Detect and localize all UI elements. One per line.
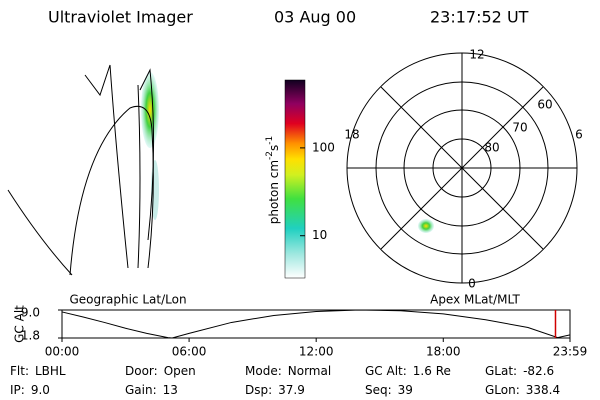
colorbar: photon cm-2s-1 xyxy=(265,79,306,279)
info-label: GC Alt: xyxy=(365,364,407,378)
polar-grid xyxy=(346,52,578,284)
colorbar-tick-label: 100 xyxy=(312,140,335,154)
info-field: GC Alt: 1.6 Re xyxy=(365,364,451,378)
y-tick-label: 1.8 xyxy=(21,329,40,343)
x-tick-label: 23:59 xyxy=(553,345,588,359)
info-field: GLat: -82.6 xyxy=(485,364,554,378)
info-value: 9.0 xyxy=(31,383,50,397)
info-label: Door: xyxy=(125,364,158,378)
info-label: GLat: xyxy=(485,364,517,378)
x-tick-label: 06:00 xyxy=(172,345,207,359)
title: Ultraviolet Imager xyxy=(48,8,193,27)
info-field: Seq: 39 xyxy=(365,383,413,397)
polar-label: 0 xyxy=(468,277,476,291)
info-field: Flt: LBHL xyxy=(10,364,66,378)
label-part: photon cm xyxy=(267,160,281,224)
x-tick-label: 12:00 xyxy=(299,345,334,359)
info-label: Mode: xyxy=(245,364,282,378)
info-value: LBHL xyxy=(35,364,66,378)
info-field: Dsp: 37.9 xyxy=(245,383,305,397)
polar-label: 18 xyxy=(344,128,359,142)
polar-label: 6 xyxy=(575,128,583,142)
label-part: -1 xyxy=(265,136,275,145)
info-value: 37.9 xyxy=(278,383,305,397)
x-tick-label: 00:00 xyxy=(45,345,80,359)
info-value: 1.6 Re xyxy=(413,364,451,378)
ring-label: 70 xyxy=(512,121,527,135)
info-field: Mode: Normal xyxy=(245,364,331,378)
label-part: -2 xyxy=(265,151,275,160)
info-label: Flt: xyxy=(10,364,29,378)
altitude-line xyxy=(61,309,571,339)
info-field: Gain: 13 xyxy=(125,383,178,397)
colorbar-ramp xyxy=(284,79,306,279)
info-value: 13 xyxy=(163,383,178,397)
info-value: Open xyxy=(164,364,196,378)
polar-label: 12 xyxy=(469,48,484,62)
info-value: 39 xyxy=(398,383,413,397)
info-label: Gain: xyxy=(125,383,157,397)
colorbar-label: photon cm-2s-1 xyxy=(265,136,281,225)
info-field: GLon: 338.4 xyxy=(485,383,560,397)
timeline-frame xyxy=(61,309,571,339)
time: 23:17:52 UT xyxy=(430,8,529,27)
info-field: IP: 9.0 xyxy=(10,383,50,397)
info-value: Normal xyxy=(288,364,331,378)
info-field: Door: Open xyxy=(125,364,196,378)
info-value: -82.6 xyxy=(523,364,554,378)
x-tick-label: 18:00 xyxy=(426,345,461,359)
y-axis-label: GC Alt xyxy=(13,305,27,343)
info-value: 338.4 xyxy=(526,383,560,397)
info-label: Seq: xyxy=(365,383,392,397)
timeline-title: Geographic Lat/Lon xyxy=(69,293,186,307)
ring-label: 60 xyxy=(537,98,552,112)
date: 03 Aug 00 xyxy=(274,8,356,27)
timeline-title: Apex MLat/MLT xyxy=(430,293,520,307)
label-part: s xyxy=(267,145,281,151)
y-tick-label: 9.0 xyxy=(21,306,40,320)
colorbar-tick-label: 10 xyxy=(312,228,327,242)
info-label: GLon: xyxy=(485,383,520,397)
map-image xyxy=(7,64,159,276)
ring-label: 80 xyxy=(484,141,499,155)
info-label: IP: xyxy=(10,383,25,397)
info-label: Dsp: xyxy=(245,383,272,397)
